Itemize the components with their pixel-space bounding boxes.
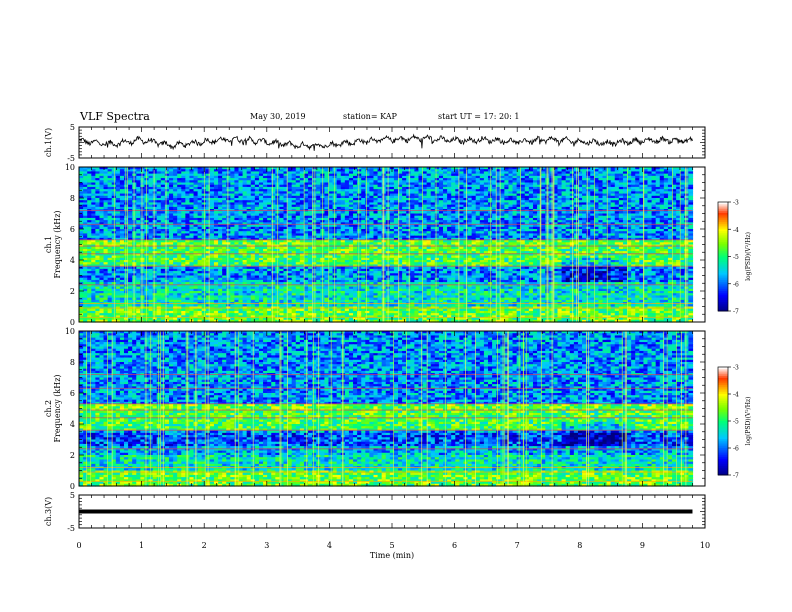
- ch1-y-axis-label: ch.1(V): [44, 128, 53, 157]
- ch1-trace: [79, 135, 693, 151]
- y-tick-label: 5: [70, 123, 75, 132]
- y-tick-label: -5: [67, 154, 75, 163]
- vlf-spectra-figure: 5-5ch.1(V) 0246810ch.1 Frequency (kHz) 02…: [0, 0, 792, 612]
- ch1-waveform-panel: 5 -5 ch.1(V): [44, 123, 705, 163]
